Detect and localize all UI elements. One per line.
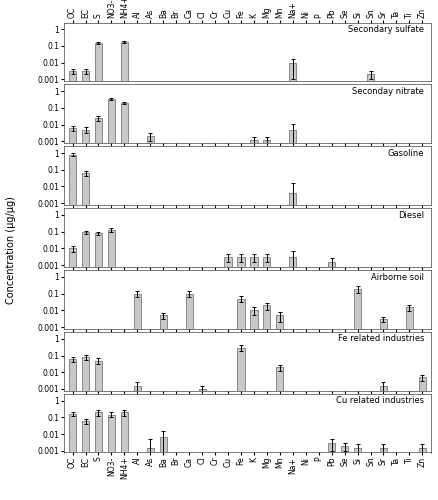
Bar — [276, 367, 283, 500]
Bar — [328, 443, 335, 500]
Bar — [237, 257, 244, 500]
Bar — [328, 262, 335, 500]
Bar — [225, 257, 232, 500]
Bar — [380, 448, 387, 500]
Bar — [263, 306, 271, 500]
Bar — [237, 348, 244, 500]
Text: Diesel: Diesel — [398, 210, 424, 220]
Bar — [82, 173, 89, 500]
Bar — [121, 103, 128, 500]
Bar — [82, 232, 89, 500]
Bar — [69, 414, 76, 500]
Bar — [82, 130, 89, 500]
Bar — [289, 130, 297, 500]
Bar — [95, 360, 102, 500]
Bar — [276, 316, 283, 500]
Bar — [69, 154, 76, 500]
Text: Seconday nitrate: Seconday nitrate — [352, 87, 424, 96]
Bar — [108, 99, 115, 500]
Bar — [289, 64, 297, 500]
Bar — [289, 193, 297, 500]
Text: Secondary sulfate: Secondary sulfate — [348, 25, 424, 34]
Bar — [419, 378, 426, 500]
Bar — [95, 234, 102, 500]
Bar — [198, 389, 206, 500]
Bar — [147, 448, 154, 500]
Bar — [121, 42, 128, 500]
Bar — [69, 248, 76, 500]
Bar — [160, 316, 167, 500]
Bar — [69, 359, 76, 500]
Bar — [108, 414, 115, 500]
Bar — [406, 308, 413, 500]
Bar — [289, 257, 297, 500]
Bar — [354, 288, 361, 500]
Bar — [147, 136, 154, 500]
Bar — [69, 128, 76, 500]
Bar — [251, 310, 258, 500]
Bar — [69, 72, 76, 500]
Bar — [134, 294, 141, 500]
Bar — [237, 298, 244, 500]
Text: Fe related industries: Fe related industries — [338, 334, 424, 344]
Bar — [121, 412, 128, 500]
Bar — [186, 294, 193, 500]
Bar — [82, 72, 89, 500]
Bar — [354, 448, 361, 500]
Bar — [367, 74, 374, 500]
Text: Cu related industries: Cu related industries — [336, 396, 424, 406]
Bar — [263, 140, 271, 500]
Bar — [251, 257, 258, 500]
Bar — [380, 386, 387, 500]
Bar — [82, 421, 89, 500]
Bar — [108, 230, 115, 500]
Bar — [95, 43, 102, 500]
Bar — [95, 118, 102, 500]
Text: Gasoline: Gasoline — [388, 148, 424, 158]
Bar — [380, 319, 387, 500]
Bar — [95, 412, 102, 500]
Bar — [134, 386, 141, 500]
Text: Concentration (μg/μg): Concentration (μg/μg) — [6, 196, 16, 304]
Bar — [341, 446, 348, 500]
Bar — [82, 357, 89, 500]
Bar — [263, 257, 271, 500]
Bar — [251, 140, 258, 500]
Text: Airborne soil: Airborne soil — [371, 272, 424, 281]
Bar — [419, 448, 426, 500]
Bar — [160, 437, 167, 500]
